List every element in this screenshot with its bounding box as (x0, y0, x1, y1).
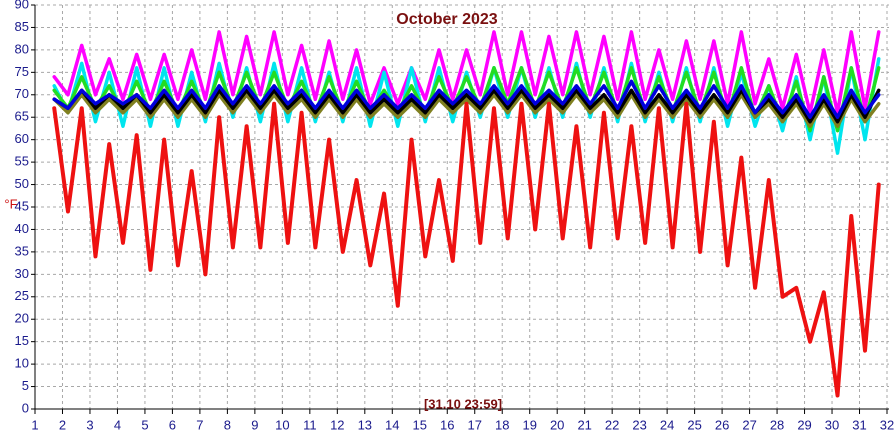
y-tick-label: 0 (22, 400, 29, 415)
x-tick-label: 17 (468, 417, 482, 432)
y-tick-label: 80 (15, 41, 29, 56)
plot-lines (52, 30, 881, 398)
x-tick-label: 23 (632, 417, 646, 432)
x-tick-label: 31 (852, 417, 866, 432)
x-tick-label: 16 (440, 417, 454, 432)
x-tick-label: 22 (605, 417, 619, 432)
annotation: [31.10 23:59] (424, 396, 502, 411)
x-tick-label: 30 (825, 417, 839, 432)
x-tick-label: 13 (358, 417, 372, 432)
x-tick-label: 10 (275, 417, 289, 432)
x-tick-label: 32 (880, 417, 894, 432)
y-tick-label: 70 (15, 86, 29, 101)
x-tick-label: 5 (141, 417, 148, 432)
data-line (52, 88, 881, 124)
x-tick-label: 24 (660, 417, 674, 432)
x-tick-label: 3 (86, 417, 93, 432)
x-tick-label: 11 (303, 417, 317, 432)
data-line (52, 101, 881, 398)
y-tick-label: 90 (15, 0, 29, 11)
y-axis-label: °F (4, 196, 17, 211)
x-tick-label: 27 (742, 417, 756, 432)
x-tick-label: 15 (413, 417, 427, 432)
y-tick-label: 85 (15, 19, 29, 34)
x-tick-label: 6 (169, 417, 176, 432)
x-tick-label: 29 (797, 417, 811, 432)
y-tick-label: 45 (15, 198, 29, 213)
x-tick-label: 26 (715, 417, 729, 432)
x-tick-label: 8 (224, 417, 231, 432)
y-tick-label: 15 (15, 333, 29, 348)
y-tick-label: 5 (22, 378, 29, 393)
chart-title: October 2023 (396, 11, 497, 28)
y-tick-label: 25 (15, 288, 29, 303)
x-tick-label: 25 (687, 417, 701, 432)
x-tick-label: 21 (577, 417, 591, 432)
data-line (52, 79, 881, 119)
y-tick-label: 55 (15, 154, 29, 169)
x-tick-label: 1 (31, 417, 38, 432)
y-tick-label: 30 (15, 266, 29, 281)
x-tick-label: 28 (770, 417, 784, 432)
x-tick-label: 12 (330, 417, 344, 432)
x-tick-label: 4 (114, 417, 121, 432)
y-tick-label: 50 (15, 176, 29, 191)
y-tick-label: 75 (15, 64, 29, 79)
x-tick-label: 20 (550, 417, 564, 432)
x-tick-label: 19 (522, 417, 536, 432)
y-tick-label: 20 (15, 311, 29, 326)
y-tick-label: 35 (15, 243, 29, 258)
data-line (52, 66, 881, 133)
y-tick-label: 10 (15, 356, 29, 371)
x-tick-label: 9 (251, 417, 258, 432)
x-tick-label: 14 (385, 417, 399, 432)
x-tick-label: 7 (196, 417, 203, 432)
data-line (52, 93, 881, 128)
y-tick-label: 60 (15, 131, 29, 146)
data-line (52, 30, 881, 115)
x-tick-label: 18 (495, 417, 509, 432)
y-tick-label: 65 (15, 109, 29, 124)
x-tick-label: 2 (59, 417, 66, 432)
y-tick-label: 40 (15, 221, 29, 236)
